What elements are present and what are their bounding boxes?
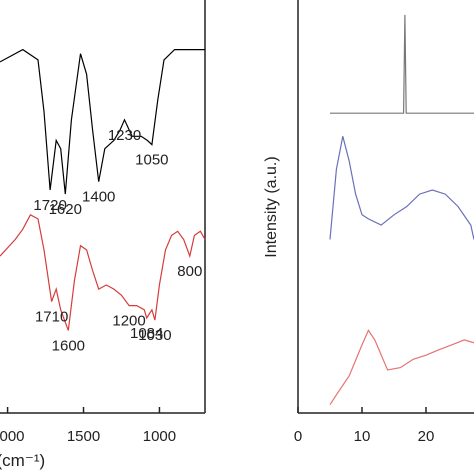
peak-label: 1230 [108, 127, 141, 144]
x-axis-label: r(cm⁻¹) [0, 451, 45, 470]
peak-label: 1600 [52, 337, 85, 354]
series-line [0, 48, 205, 195]
x-tick-label: 0 [294, 428, 302, 445]
series-line [0, 213, 206, 331]
peak-label: 1030 [138, 327, 171, 344]
x-tick-label: 1000 [143, 428, 176, 445]
peak-label: 1084 [130, 325, 163, 342]
peak-label: 1200 [112, 313, 145, 330]
peak-label: 800 [177, 263, 202, 280]
peak-label: 1400 [82, 189, 115, 206]
peak-label: 1720 [33, 197, 66, 214]
peak-label: 1710 [35, 308, 68, 325]
x-tick-label: 20 [418, 428, 435, 445]
y-axis-label: Intensity (a.u.) [263, 156, 280, 257]
x-tick-label: 10 [354, 428, 371, 445]
x-tick-label: 1500 [67, 428, 100, 445]
peak-label: 1620 [49, 201, 82, 218]
peak-label: 1050 [135, 152, 168, 169]
series-line [329, 136, 474, 240]
x-tick-label: 000 [0, 428, 25, 445]
series-line [330, 14, 474, 114]
series-line [329, 329, 474, 406]
